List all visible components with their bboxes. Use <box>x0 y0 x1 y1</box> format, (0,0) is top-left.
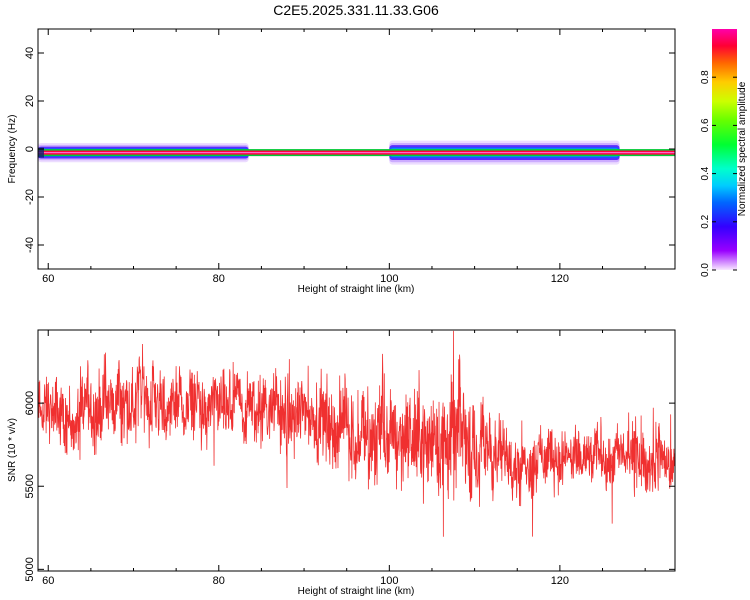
snr-y-tick-label: 5500 <box>24 474 36 498</box>
spectrogram-x-tick-label: 80 <box>213 273 225 285</box>
spectrogram-x-axis-label: Height of straight line (km) <box>298 284 415 295</box>
snr-x-tick-label: 120 <box>551 575 569 587</box>
spectrogram-y-tick-label: 20 <box>24 95 36 107</box>
snr-y-tick-label: 6000 <box>24 391 36 415</box>
spectrogram-y-axis-label: Frequency (Hz) <box>7 115 18 184</box>
spectrogram-y-tick-label: 0 <box>24 146 36 152</box>
spectrogram-y-tick-label: -40 <box>24 237 36 253</box>
snr-x-tick-label: 100 <box>380 575 398 587</box>
colorbar-ticks: 0.0 0.2 0.4 0.6 0.8 <box>700 70 737 277</box>
snr-x-tick-label: 80 <box>213 575 225 587</box>
spectrogram-ticks: 60 80 100 120 -40 -20 0 20 40 <box>24 29 675 285</box>
spectrogram-y-tick-label: -20 <box>24 189 36 205</box>
snr-y-tick-label: 5000 <box>24 557 36 581</box>
snr-panel: 60 80 100 120 5000 5500 6000 Height of straigh… <box>7 329 676 597</box>
snr-series-line <box>38 330 675 537</box>
snr-x-tick-label: 60 <box>42 575 54 587</box>
snr-frame <box>37 329 676 572</box>
colorbar-tick-label: 0.0 <box>700 263 711 277</box>
colorbar: 0.0 0.2 0.4 0.6 0.8 Normalized spectral ampl… <box>700 29 748 277</box>
spectrogram-x-tick-label: 60 <box>42 273 54 285</box>
colorbar-tick-label: 0.6 <box>700 118 711 132</box>
figure-title: C2E5.2025.331.11.33.G06 <box>273 2 439 18</box>
spectrogram-band <box>38 140 675 165</box>
colorbar-tick-label: 0.2 <box>700 214 711 228</box>
spectrogram-x-tick-label: 120 <box>551 273 569 285</box>
colorbar-tick-label: 0.4 <box>700 166 711 180</box>
spectrogram-x-tick-label: 100 <box>380 273 398 285</box>
colorbar-label: Normalized spectral amplitude <box>737 81 748 216</box>
snr-x-axis-label: Height of straight line (km) <box>298 586 415 597</box>
colorbar-tick-label: 0.8 <box>700 70 711 84</box>
spectrogram-y-tick-label: 40 <box>24 47 36 59</box>
snr-ticks: 60 80 100 120 5000 5500 6000 <box>24 330 675 587</box>
colorbar-gradient <box>712 29 737 270</box>
snr-y-axis-label: SNR (10 * v/v) <box>7 418 18 482</box>
band-edge-artifact <box>38 147 44 158</box>
band-peak <box>38 152 675 154</box>
spectrogram-panel: 60 80 100 120 -40 -20 0 20 40 Height of straight… <box>7 28 676 295</box>
